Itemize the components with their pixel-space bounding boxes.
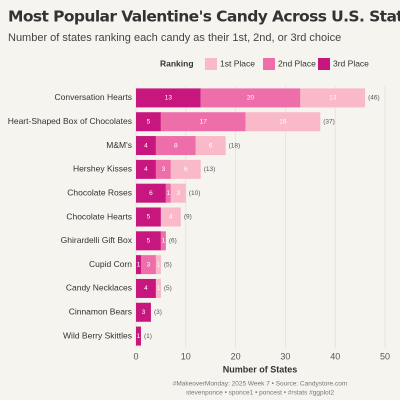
total-label: (5) bbox=[164, 285, 172, 292]
bar-label: 1 bbox=[157, 261, 161, 268]
bar-label: 5 bbox=[147, 238, 151, 245]
bar-segment bbox=[170, 183, 186, 203]
x-tick-label: 0 bbox=[133, 351, 138, 361]
bar-label: 6 bbox=[149, 190, 153, 197]
y-tick-label: M&M's bbox=[106, 140, 132, 150]
bar-label: 1 bbox=[162, 238, 166, 245]
bar-label: 1 bbox=[157, 285, 161, 292]
x-tick-label: 50 bbox=[380, 351, 390, 361]
y-tick-label: Conversation Hearts bbox=[55, 92, 132, 102]
bar-segment bbox=[155, 136, 196, 156]
bar-segment bbox=[136, 255, 141, 275]
total-label: (9) bbox=[184, 214, 192, 221]
x-tick-label: 30 bbox=[280, 351, 290, 361]
bar-label: 1 bbox=[167, 190, 171, 197]
bar-label: 5 bbox=[147, 118, 151, 125]
bar-segment bbox=[136, 326, 141, 346]
bar-label: 15 bbox=[279, 118, 287, 125]
bar-label: 4 bbox=[144, 285, 148, 292]
total-label: (10) bbox=[189, 190, 201, 197]
legend-title: Ranking bbox=[160, 58, 194, 68]
x-tick-label: 20 bbox=[231, 351, 241, 361]
total-label: (6) bbox=[169, 238, 177, 245]
legend-label: 3rd Place bbox=[333, 58, 369, 68]
bar-label: 4 bbox=[169, 214, 173, 221]
bar-segment bbox=[136, 207, 161, 227]
total-label: (37) bbox=[323, 118, 335, 125]
legend-swatch bbox=[318, 58, 330, 70]
chart-title: Most Popular Valentine's Candy Across U.… bbox=[8, 8, 400, 26]
bar-segment bbox=[136, 278, 156, 298]
total-label: (46) bbox=[368, 95, 380, 102]
y-tick-label: Heart-Shaped Box of Chocolates bbox=[8, 116, 132, 126]
legend-swatch bbox=[205, 58, 217, 70]
bar-label: 5 bbox=[147, 214, 151, 221]
bar-segment bbox=[136, 112, 161, 132]
bar-segment bbox=[170, 159, 201, 179]
bar-label: 17 bbox=[200, 118, 208, 125]
legend-label: 1st Place bbox=[220, 58, 255, 68]
bar-segment bbox=[155, 255, 161, 275]
bar-label: 13 bbox=[329, 95, 337, 102]
bar-label: 4 bbox=[144, 166, 148, 173]
y-tick-label: Cinnamon Bears bbox=[69, 307, 132, 317]
bar-label: 20 bbox=[247, 95, 255, 102]
bar-label: 4 bbox=[144, 142, 148, 149]
total-label: (18) bbox=[229, 142, 241, 149]
y-tick-label: Ghirardelli Gift Box bbox=[61, 235, 133, 245]
total-label: (5) bbox=[164, 261, 172, 268]
bar-segment bbox=[200, 88, 301, 108]
total-label: (13) bbox=[204, 166, 216, 173]
bar-segment bbox=[245, 112, 321, 132]
bar-label: 3 bbox=[147, 261, 151, 268]
legend-swatch bbox=[263, 58, 275, 70]
x-tick-label: 40 bbox=[330, 351, 340, 361]
y-tick-label: Chocolate Hearts bbox=[66, 211, 132, 221]
y-tick-label: Wild Berry Skittles bbox=[63, 330, 132, 340]
bar-segment bbox=[155, 278, 161, 298]
bar-segment bbox=[165, 183, 171, 203]
y-tick-label: Chocolate Roses bbox=[67, 187, 132, 197]
bar-segment bbox=[136, 302, 151, 322]
bar-segment bbox=[140, 255, 156, 275]
bar-segment bbox=[195, 136, 226, 156]
bar-label: 1 bbox=[137, 261, 141, 268]
bar-segment bbox=[155, 159, 171, 179]
caption: stevenponce • sponce1 • poncest • #rstat… bbox=[186, 390, 335, 397]
bar-segment bbox=[136, 183, 166, 203]
bar-segment bbox=[136, 159, 156, 179]
total-label: (1) bbox=[144, 333, 152, 340]
bar-label: 13 bbox=[165, 95, 173, 102]
bar-label: 6 bbox=[184, 166, 188, 173]
y-tick-label: Cupid Corn bbox=[89, 259, 132, 269]
bar-segment bbox=[160, 207, 181, 227]
bar-label: 1 bbox=[137, 333, 141, 340]
bar-label: 6 bbox=[209, 142, 213, 149]
caption: #MakeoverMonday: 2025 Week 7 • Source: C… bbox=[173, 381, 348, 388]
y-tick-label: Hershey Kisses bbox=[73, 164, 132, 174]
y-tick-label: Candy Necklaces bbox=[66, 283, 132, 293]
bar-label: 8 bbox=[174, 142, 178, 149]
bar-label: 3 bbox=[162, 166, 166, 173]
bar-label: 3 bbox=[177, 190, 181, 197]
x-axis-label: Number of States bbox=[223, 364, 298, 374]
bar-segment bbox=[160, 112, 246, 132]
bar-segment bbox=[300, 88, 366, 108]
chart-subtitle: Number of states ranking each candy as t… bbox=[8, 32, 341, 44]
bar-segment bbox=[136, 136, 156, 156]
bar-segment bbox=[160, 231, 166, 251]
bar-segment bbox=[136, 231, 161, 251]
total-label: (3) bbox=[154, 309, 162, 316]
x-tick-label: 10 bbox=[181, 351, 191, 361]
bar-label: 3 bbox=[142, 309, 146, 316]
legend-label: 2nd Place bbox=[278, 58, 316, 68]
bar-segment bbox=[136, 88, 201, 108]
